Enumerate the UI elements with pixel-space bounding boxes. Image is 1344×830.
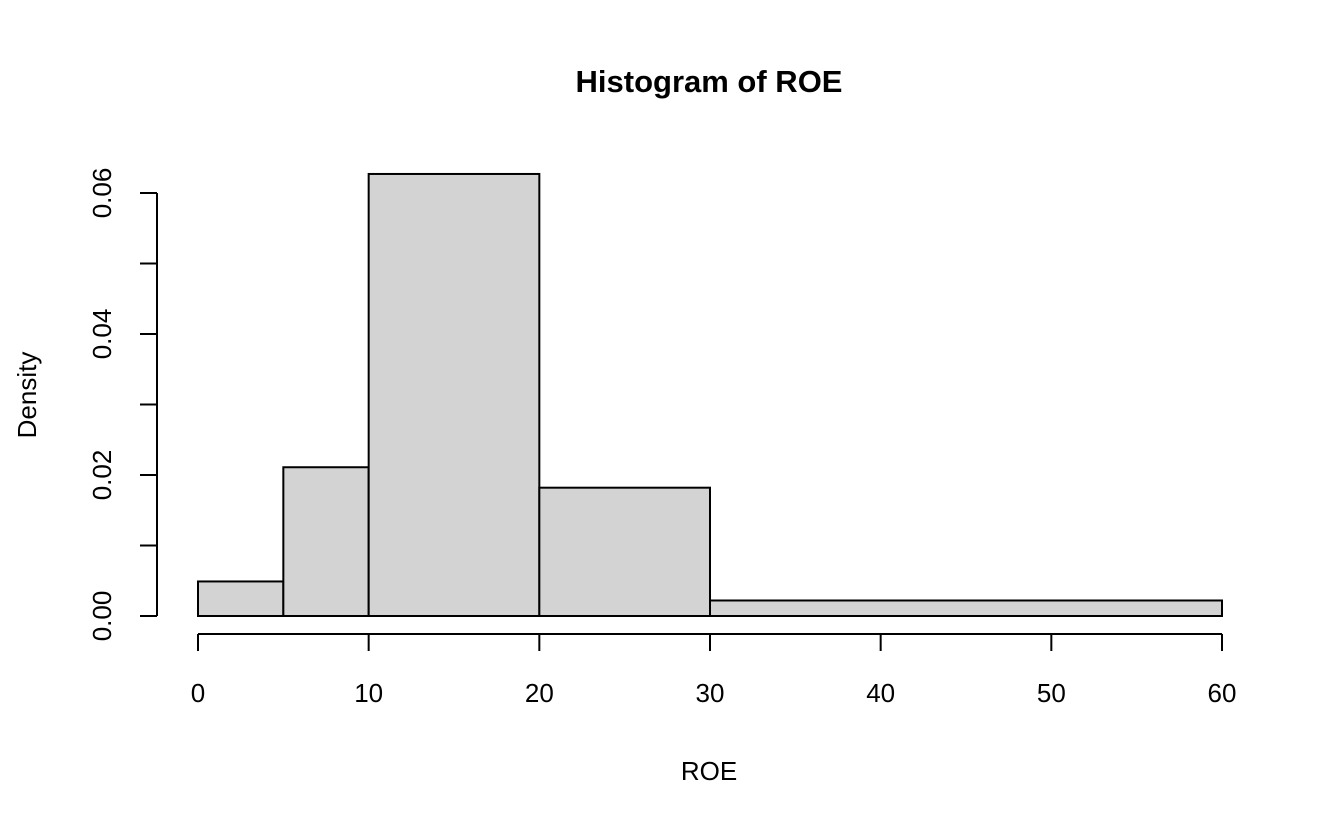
x-tick-label: 0	[191, 678, 205, 708]
y-axis-label: Density	[12, 352, 42, 439]
x-tick-label: 20	[525, 678, 554, 708]
y-tick-label: 0.06	[87, 168, 117, 219]
y-tick-label: 0.00	[87, 591, 117, 642]
histogram-bars	[197, 172, 1223, 618]
y-axis: 0.00 0.02 0.04 0.06	[87, 168, 158, 642]
histogram-bar-1	[282, 466, 370, 617]
histogram-bar-4	[709, 599, 1223, 617]
x-tick-label: 10	[354, 678, 383, 708]
x-axis-label: ROE	[681, 756, 737, 786]
histogram-bar-3	[538, 486, 711, 617]
y-tick-label: 0.04	[87, 309, 117, 360]
x-tick-label: 50	[1037, 678, 1066, 708]
x-tick-label: 60	[1208, 678, 1237, 708]
y-tick-label: 0.02	[87, 450, 117, 501]
histogram-bar-0	[197, 580, 285, 618]
chart-title: Histogram of ROE	[576, 64, 843, 99]
histogram-bar-2	[367, 172, 541, 617]
x-tick-label: 30	[696, 678, 725, 708]
x-tick-label: 40	[866, 678, 895, 708]
x-axis: 0 10 20 30 40 50 60	[191, 633, 1237, 708]
